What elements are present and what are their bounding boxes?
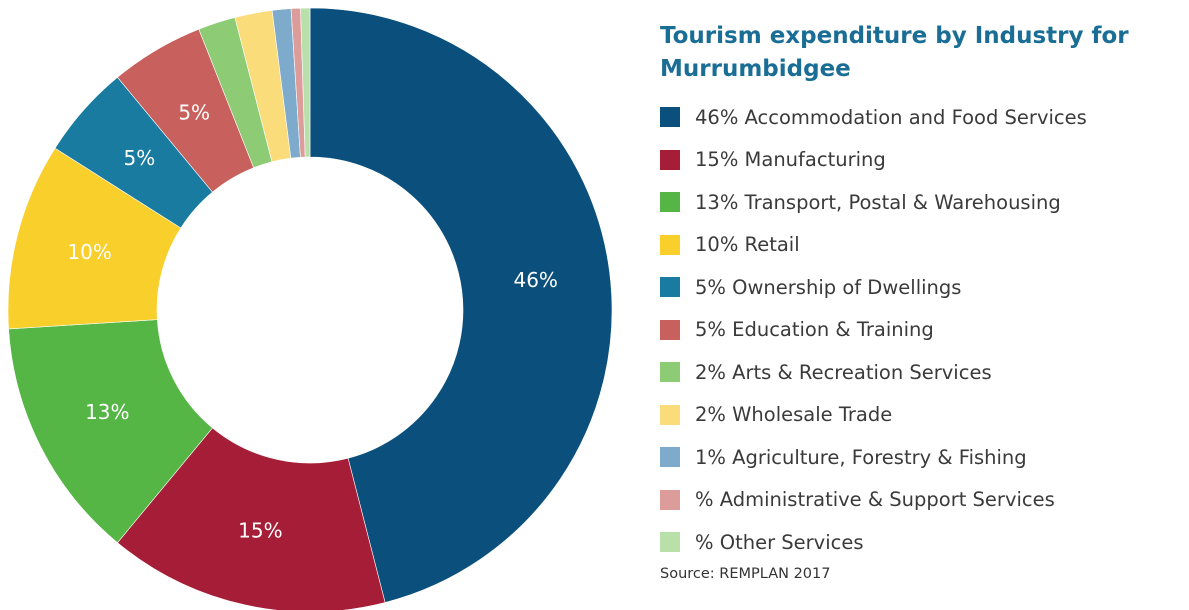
- legend: Tourism expenditure by Industry for Murr…: [660, 20, 1185, 582]
- legend-label: % Other Services: [695, 530, 864, 554]
- donut-slice: [8, 319, 213, 544]
- legend-item: 10% Retail: [660, 224, 1185, 267]
- legend-item: 5% Ownership of Dwellings: [660, 266, 1185, 309]
- legend-item: 2% Wholesale Trade: [660, 394, 1185, 437]
- legend-label: 5% Ownership of Dwellings: [695, 275, 962, 299]
- legend-label: 15% Manufacturing: [695, 148, 886, 172]
- donut-slice: [309, 7, 613, 603]
- legend-item: 15% Manufacturing: [660, 139, 1185, 182]
- donut-slice: [117, 427, 386, 610]
- legend-swatch: [660, 192, 680, 213]
- legend-item: 5% Education & Training: [660, 309, 1185, 352]
- legend-item: % Administrative & Support Services: [660, 479, 1185, 522]
- slice-label: 10%: [67, 240, 111, 264]
- legend-swatch: [660, 234, 680, 255]
- legend-swatch: [660, 277, 680, 298]
- legend-swatch: [660, 404, 680, 425]
- legend-label: % Administrative & Support Services: [695, 488, 1055, 512]
- legend-item: 2% Arts & Recreation Services: [660, 351, 1185, 394]
- donut-chart: 46% 15% 13% 10% 5% 5%: [7, 7, 613, 610]
- legend-label: 1% Agriculture, Forestry & Fishing: [695, 445, 1027, 469]
- slice-label: 15%: [238, 519, 282, 543]
- legend-label: 2% Arts & Recreation Services: [695, 360, 992, 384]
- legend-swatch: [660, 107, 680, 128]
- legend-swatch: [660, 319, 680, 340]
- slice-label: 46%: [513, 268, 557, 292]
- legend-item: % Other Services: [660, 521, 1185, 564]
- legend-item: 46% Accommodation and Food Services: [660, 96, 1185, 139]
- legend-label: 13% Transport, Postal & Warehousing: [695, 190, 1061, 214]
- legend-label: 46% Accommodation and Food Services: [695, 105, 1087, 129]
- slice-label: 5%: [123, 146, 155, 170]
- slice-label: 13%: [85, 400, 129, 424]
- legend-label: 2% Wholesale Trade: [695, 403, 893, 427]
- source-note: Source: REMPLAN 2017: [660, 565, 831, 582]
- legend-label: 10% Retail: [695, 233, 800, 257]
- legend-swatch: [660, 447, 680, 468]
- chart-title: Tourism expenditure by Industry for Murr…: [660, 23, 1129, 82]
- legend-swatch: [660, 362, 680, 383]
- legend-items: 46% Accommodation and Food Services 15% M…: [660, 96, 1185, 564]
- legend-swatch: [660, 149, 680, 170]
- slice-label: 5%: [178, 101, 210, 125]
- legend-label: 5% Education & Training: [695, 318, 934, 342]
- donut-slice: [300, 7, 311, 158]
- legend-item: 13% Transport, Postal & Warehousing: [660, 181, 1185, 224]
- legend-swatch: [660, 489, 680, 510]
- legend-swatch: [660, 532, 680, 553]
- legend-item: 1% Agriculture, Forestry & Fishing: [660, 436, 1185, 479]
